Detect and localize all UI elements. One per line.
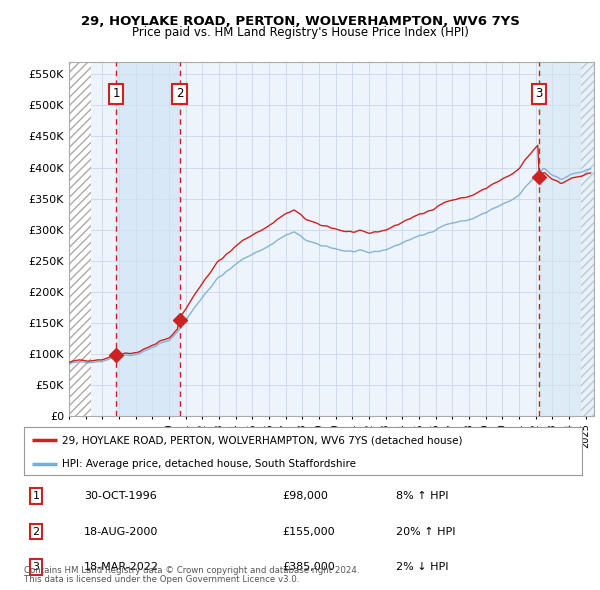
Text: Contains HM Land Registry data © Crown copyright and database right 2024.: Contains HM Land Registry data © Crown c… xyxy=(24,566,359,575)
Text: 18-AUG-2000: 18-AUG-2000 xyxy=(84,527,158,536)
Text: 8% ↑ HPI: 8% ↑ HPI xyxy=(396,491,449,501)
Text: 18-MAR-2022: 18-MAR-2022 xyxy=(84,562,159,572)
Bar xyxy=(116,62,179,416)
Text: 3: 3 xyxy=(535,87,543,100)
Text: £155,000: £155,000 xyxy=(282,527,335,536)
Text: £98,000: £98,000 xyxy=(282,491,328,501)
Text: 2: 2 xyxy=(176,87,183,100)
Text: This data is licensed under the Open Government Licence v3.0.: This data is licensed under the Open Gov… xyxy=(24,575,299,584)
Text: 29, HOYLAKE ROAD, PERTON, WOLVERHAMPTON, WV6 7YS: 29, HOYLAKE ROAD, PERTON, WOLVERHAMPTON,… xyxy=(80,15,520,28)
Text: HPI: Average price, detached house, South Staffordshire: HPI: Average price, detached house, Sout… xyxy=(62,459,356,469)
Text: 1: 1 xyxy=(112,87,120,100)
Text: 3: 3 xyxy=(32,562,40,572)
Text: 29, HOYLAKE ROAD, PERTON, WOLVERHAMPTON, WV6 7YS (detached house): 29, HOYLAKE ROAD, PERTON, WOLVERHAMPTON,… xyxy=(62,435,463,445)
Bar xyxy=(539,62,594,416)
Bar xyxy=(69,62,91,416)
Text: 20% ↑ HPI: 20% ↑ HPI xyxy=(396,527,455,536)
Text: Price paid vs. HM Land Registry's House Price Index (HPI): Price paid vs. HM Land Registry's House … xyxy=(131,26,469,39)
Text: 2% ↓ HPI: 2% ↓ HPI xyxy=(396,562,449,572)
Bar xyxy=(581,62,594,416)
Text: £385,000: £385,000 xyxy=(282,562,335,572)
Text: 1: 1 xyxy=(32,491,40,501)
Text: 30-OCT-1996: 30-OCT-1996 xyxy=(84,491,157,501)
Text: 2: 2 xyxy=(32,527,40,536)
